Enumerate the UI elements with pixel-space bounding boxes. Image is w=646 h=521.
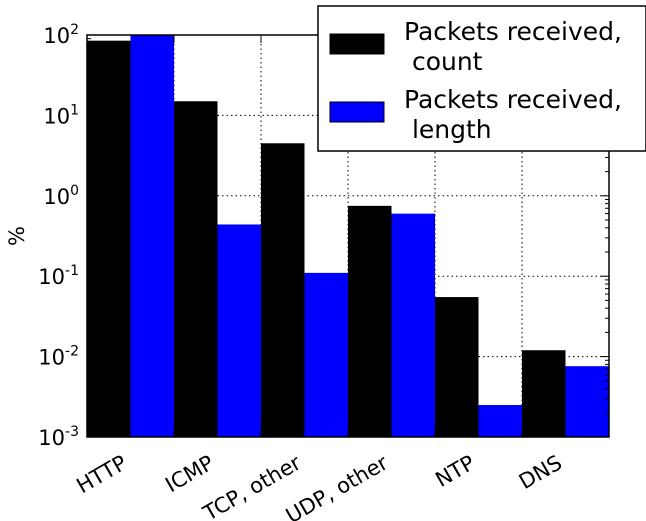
bar-count-1: [174, 101, 218, 438]
y-tick-label: 10-3: [38, 424, 79, 450]
bar-length-3: [391, 213, 435, 437]
y-tick-label: 10-2: [38, 344, 79, 370]
bar-length-1: [217, 224, 261, 437]
bar-length-4: [478, 405, 522, 437]
legend-box: [317, 5, 646, 152]
bar-count-5: [522, 350, 566, 437]
bar-count-3: [348, 205, 392, 437]
y-tick-label: 10-1: [38, 263, 79, 289]
bars: [87, 35, 609, 438]
x-tick-label: DNS: [515, 451, 566, 494]
legend-label-1: Packets received, length: [404, 85, 622, 144]
y-tick-labels: 102 101 100 10-1 10-2 10-3: [38, 22, 79, 450]
legend-label-0: Packets received, count: [404, 17, 622, 76]
bar-count-0: [87, 40, 131, 438]
y-tick-label: 102: [43, 22, 79, 48]
legend: Packets received, count Packets received,…: [317, 5, 646, 152]
y-tick-label: 101: [43, 102, 79, 128]
x-tick-label: ICMP: [161, 451, 218, 498]
bar-length-0: [130, 35, 174, 437]
y-axis-label: %: [5, 226, 29, 246]
bar-length-2: [304, 272, 348, 437]
bar-length-5: [565, 366, 609, 437]
x-tick-label: NTP: [431, 451, 479, 492]
bar-count-2: [261, 143, 305, 437]
bar-count-4: [435, 297, 479, 437]
y-tick-label: 100: [43, 183, 79, 209]
legend-swatch-0: [329, 33, 385, 55]
x-tick-label: HTTP: [72, 451, 131, 499]
legend-swatch-1: [329, 101, 385, 123]
